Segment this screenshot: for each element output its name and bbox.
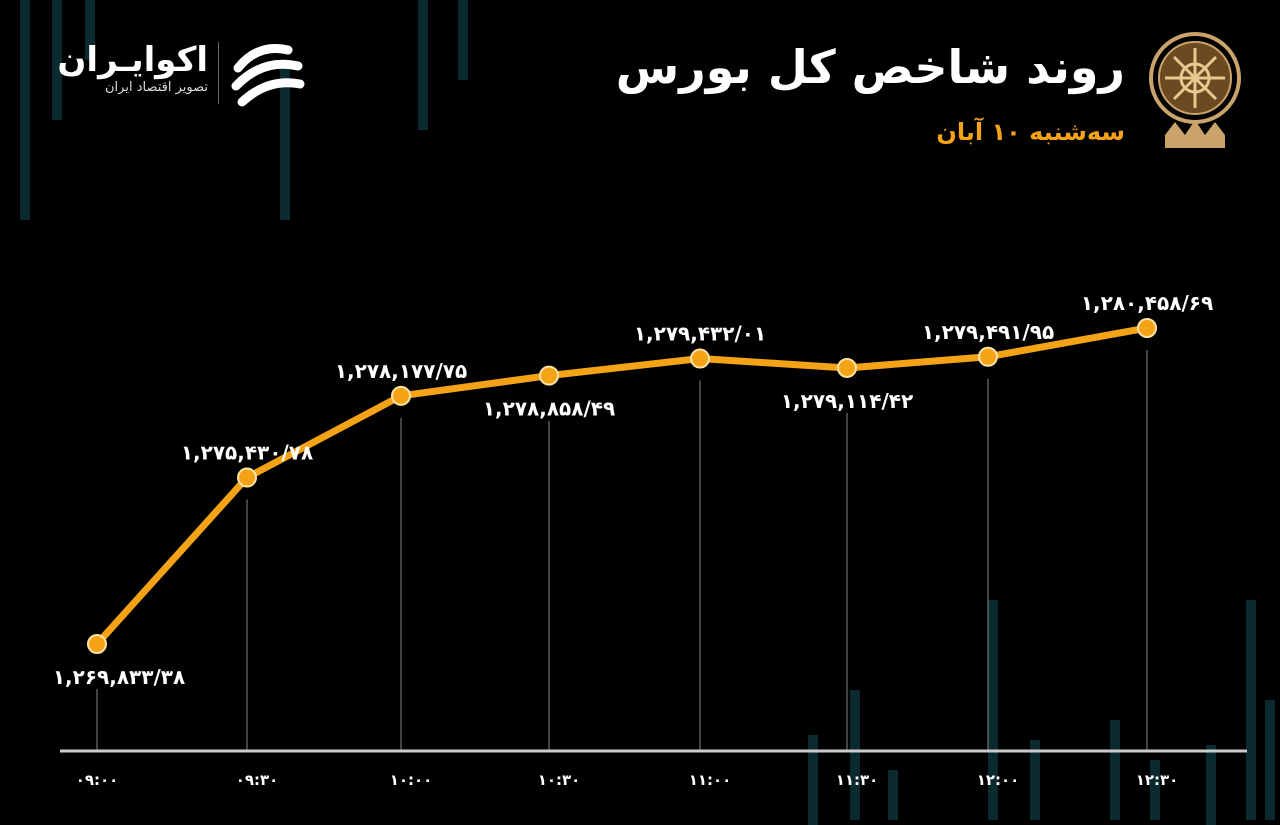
x-tick-label: ۱۰:۰۰ <box>390 771 433 789</box>
background-candle <box>1206 745 1216 825</box>
background-candle <box>1246 600 1256 820</box>
background-candle <box>458 0 468 80</box>
data-label: ۱,۲۷۸,۱۷۷/۷۵ <box>335 359 467 383</box>
x-tick-label: ۱۲:۳۰ <box>1136 771 1179 789</box>
page-subtitle: سه‌شنبه ۱۰ آبان <box>936 118 1125 146</box>
x-tick-label: ۰۹:۳۰ <box>236 771 279 789</box>
data-point <box>237 467 257 488</box>
background-candle <box>808 735 818 825</box>
data-label: ۱,۲۷۹,۴۳۲/۰۱ <box>634 322 766 346</box>
data-label: ۱,۲۸۰,۴۵۸/۶۹ <box>1081 291 1213 315</box>
background-candle <box>20 0 30 220</box>
background-candle <box>1110 720 1120 820</box>
background-candle <box>52 0 62 120</box>
background-candle <box>280 60 290 220</box>
page-title: روند شاخص کل بورس <box>615 40 1125 94</box>
brand-tagline: تصویر اقتصاد ایران <box>105 80 208 95</box>
background-candle <box>85 0 95 60</box>
x-tick-label: ۱۱:۰۰ <box>689 771 732 789</box>
background-candle <box>1150 760 1160 820</box>
data-point <box>690 348 710 369</box>
background-candle <box>850 690 860 820</box>
brand-name: اکوایـران <box>57 40 208 80</box>
x-tick-label: ۱۱:۳۰ <box>836 771 879 789</box>
stock-exchange-seal-icon <box>1149 32 1241 148</box>
brand-divider <box>218 42 219 104</box>
background-candle <box>988 600 998 820</box>
background-candle <box>418 0 428 130</box>
brand-mark-icon <box>231 44 305 107</box>
x-tick-label: ۱۲:۰۰ <box>977 771 1020 789</box>
data-point <box>837 357 857 378</box>
data-label: ۱,۲۷۹,۴۹۱/۹۵ <box>922 320 1054 344</box>
data-point <box>539 365 559 386</box>
x-tick-label: ۱۰:۳۰ <box>538 771 581 789</box>
data-label: ۱,۲۷۵,۴۳۰/۷۸ <box>181 441 313 465</box>
x-tick-label: ۰۹:۰۰ <box>76 771 119 789</box>
data-point <box>1137 318 1157 338</box>
data-point <box>978 346 998 367</box>
background-candle <box>1265 700 1275 820</box>
data-label: ۱,۲۷۸,۸۵۸/۴۹ <box>483 397 615 421</box>
data-label: ۱,۲۶۹,۸۳۳/۳۸ <box>53 665 185 689</box>
data-point <box>87 634 107 654</box>
background-candle <box>888 770 898 820</box>
data-label: ۱,۲۷۹,۱۱۴/۴۲ <box>781 389 913 413</box>
series-line <box>94 324 1148 647</box>
data-point <box>391 385 411 406</box>
brand-logo: اکوایـران تصویر اقتصاد ایران <box>48 40 208 95</box>
background-candle <box>1030 740 1040 820</box>
